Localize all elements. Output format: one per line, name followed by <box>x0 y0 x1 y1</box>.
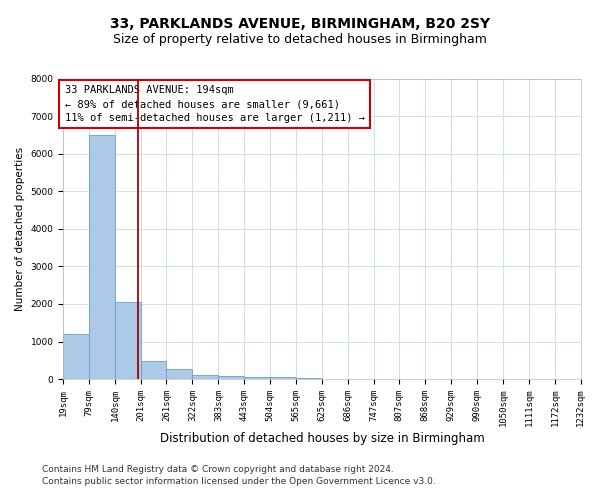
Text: 33, PARKLANDS AVENUE, BIRMINGHAM, B20 2SY: 33, PARKLANDS AVENUE, BIRMINGHAM, B20 2S… <box>110 18 490 32</box>
Bar <box>89 135 115 379</box>
Bar <box>115 302 141 379</box>
Text: 33 PARKLANDS AVENUE: 194sqm
← 89% of detached houses are smaller (9,661)
11% of : 33 PARKLANDS AVENUE: 194sqm ← 89% of det… <box>65 86 365 124</box>
Text: Size of property relative to detached houses in Birmingham: Size of property relative to detached ho… <box>113 32 487 46</box>
Bar <box>193 374 218 379</box>
Bar <box>218 376 244 379</box>
Bar <box>244 377 270 379</box>
Bar <box>296 378 322 379</box>
Bar <box>141 361 166 379</box>
Bar <box>63 334 89 379</box>
Text: Contains HM Land Registry data © Crown copyright and database right 2024.: Contains HM Land Registry data © Crown c… <box>42 466 394 474</box>
Bar <box>270 377 296 379</box>
X-axis label: Distribution of detached houses by size in Birmingham: Distribution of detached houses by size … <box>160 432 484 445</box>
Y-axis label: Number of detached properties: Number of detached properties <box>15 146 25 311</box>
Bar <box>166 369 193 379</box>
Text: Contains public sector information licensed under the Open Government Licence v3: Contains public sector information licen… <box>42 477 436 486</box>
